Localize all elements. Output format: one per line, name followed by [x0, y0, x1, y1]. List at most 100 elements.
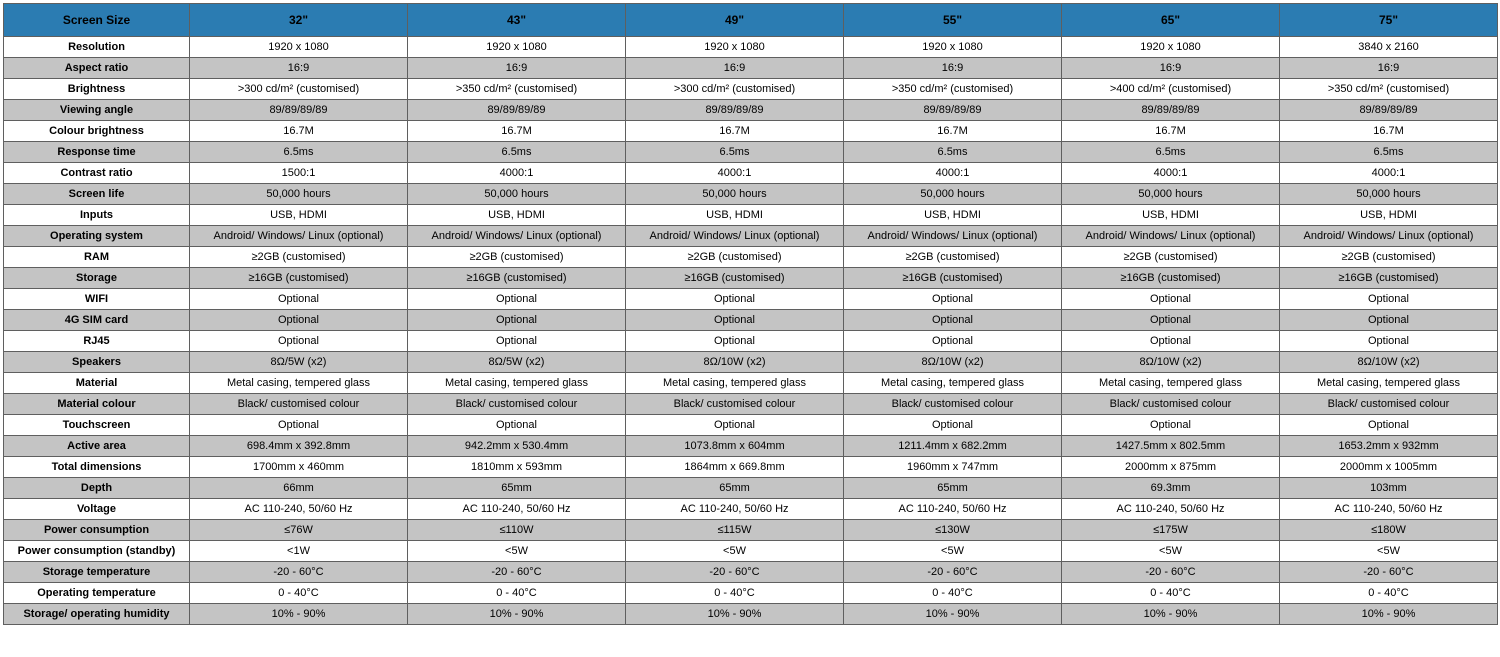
table-cell: 8Ω/10W (x2) — [1279, 351, 1498, 373]
row-label: Inputs — [3, 204, 190, 226]
table-cell: USB, HDMI — [1061, 204, 1280, 226]
table-cell: 6.5ms — [407, 141, 626, 163]
table-cell: 8Ω/10W (x2) — [1061, 351, 1280, 373]
table-cell: <5W — [625, 540, 844, 562]
table-cell: 50,000 hours — [1279, 183, 1498, 205]
table-cell: 942.2mm x 530.4mm — [407, 435, 626, 457]
table-cell: Optional — [1061, 414, 1280, 436]
table-cell: ≥16GB (customised) — [843, 267, 1062, 289]
table-cell: Android/ Windows/ Linux (optional) — [625, 225, 844, 247]
table-cell: 0 - 40°C — [407, 582, 626, 604]
table-cell: USB, HDMI — [843, 204, 1062, 226]
table-cell: Metal casing, tempered glass — [1061, 372, 1280, 394]
table-cell: 8Ω/5W (x2) — [189, 351, 408, 373]
row-label: 4G SIM card — [3, 309, 190, 331]
table-cell: ≥2GB (customised) — [407, 246, 626, 268]
table-cell: 10% - 90% — [189, 603, 408, 625]
row-label: RAM — [3, 246, 190, 268]
table-cell: 6.5ms — [189, 141, 408, 163]
table-cell: 16.7M — [625, 120, 844, 142]
table-cell: ≤110W — [407, 519, 626, 541]
table-cell: 69.3mm — [1061, 477, 1280, 499]
table-cell: >300 cd/m² (customised) — [625, 78, 844, 100]
table-cell: Optional — [1061, 330, 1280, 352]
table-cell: 16:9 — [407, 57, 626, 79]
table-cell: 16:9 — [189, 57, 408, 79]
table-cell: >400 cd/m² (customised) — [1061, 78, 1280, 100]
table-cell: ≤115W — [625, 519, 844, 541]
header-screen-size: Screen Size — [3, 3, 190, 37]
table-cell: ≥2GB (customised) — [1061, 246, 1280, 268]
table-cell: 16:9 — [625, 57, 844, 79]
table-cell: Metal casing, tempered glass — [1279, 372, 1498, 394]
table-cell: 698.4mm x 392.8mm — [189, 435, 408, 457]
row-label: Colour brightness — [3, 120, 190, 142]
table-row: Active area 698.4mm x 392.8mm 942.2mm x 53… — [3, 435, 1498, 457]
table-cell: Optional — [189, 288, 408, 310]
table-cell: 1960mm x 747mm — [843, 456, 1062, 478]
table-cell: 8Ω/10W (x2) — [625, 351, 844, 373]
table-cell: 16.7M — [843, 120, 1062, 142]
row-label: Screen life — [3, 183, 190, 205]
table-cell: USB, HDMI — [407, 204, 626, 226]
table-cell: 2000mm x 875mm — [1061, 456, 1280, 478]
table-cell: 4000:1 — [1279, 162, 1498, 184]
row-label: Depth — [3, 477, 190, 499]
table-cell: ≥16GB (customised) — [625, 267, 844, 289]
table-row: Viewing angle 89/89/89/89 89/89/89/89 89/89… — [3, 99, 1498, 121]
table-cell: 4000:1 — [1061, 162, 1280, 184]
table-row: Contrast ratio 1500:1 4000:1 4000:1 4000:1 40… — [3, 162, 1498, 184]
table-cell: 16.7M — [407, 120, 626, 142]
table-cell: 16:9 — [843, 57, 1062, 79]
table-cell: ≥2GB (customised) — [189, 246, 408, 268]
row-label: Storage — [3, 267, 190, 289]
table-cell: 50,000 hours — [189, 183, 408, 205]
row-label: Operating temperature — [3, 582, 190, 604]
table-row: Power consumption ≤76W ≤110W ≤115W ≤130W ≤175… — [3, 519, 1498, 541]
row-label: Operating system — [3, 225, 190, 247]
table-cell: Android/ Windows/ Linux (optional) — [189, 225, 408, 247]
table-cell: 89/89/89/89 — [189, 99, 408, 121]
table-cell: 0 - 40°C — [1061, 582, 1280, 604]
table-cell: 65mm — [625, 477, 844, 499]
table-cell: ≥2GB (customised) — [625, 246, 844, 268]
table-cell: -20 - 60°C — [625, 561, 844, 583]
table-cell: <1W — [189, 540, 408, 562]
row-label: Touchscreen — [3, 414, 190, 436]
table-cell: Black/ customised colour — [1279, 393, 1498, 415]
table-row: Speakers 8Ω/5W (x2) 8Ω/5W (x2) 8Ω/10W (x2) 8… — [3, 351, 1498, 373]
table-cell: 1920 x 1080 — [189, 36, 408, 58]
table-cell: ≥2GB (customised) — [843, 246, 1062, 268]
table-row: Colour brightness 16.7M 16.7M 16.7M 16.7M 16.… — [3, 120, 1498, 142]
table-cell: 50,000 hours — [1061, 183, 1280, 205]
table-row: Response time 6.5ms 6.5ms 6.5ms 6.5ms 6.5ms 6.… — [3, 141, 1498, 163]
header-row: Screen Size 32" 43" 49" 55" 65" 75" — [3, 3, 1498, 37]
table-row: Resolution 1920 x 1080 1920 x 1080 1920 x 1… — [3, 36, 1498, 58]
table-cell: ≤180W — [1279, 519, 1498, 541]
table-cell: 6.5ms — [843, 141, 1062, 163]
table-cell: ≥16GB (customised) — [1279, 267, 1498, 289]
table-cell: Optional — [843, 309, 1062, 331]
table-cell: ≥16GB (customised) — [407, 267, 626, 289]
table-cell: 1920 x 1080 — [625, 36, 844, 58]
table-cell: 65mm — [843, 477, 1062, 499]
table-cell: 0 - 40°C — [189, 582, 408, 604]
table-cell: 1920 x 1080 — [407, 36, 626, 58]
table-cell: 16.7M — [1279, 120, 1498, 142]
table-cell: USB, HDMI — [1279, 204, 1498, 226]
table-cell: ≤76W — [189, 519, 408, 541]
row-label: Brightness — [3, 78, 190, 100]
table-cell: Optional — [1279, 309, 1498, 331]
table-row: Brightness >300 cd/m² (customised) >350 cd… — [3, 78, 1498, 100]
table-row: Total dimensions 1700mm x 460mm 1810mm x 5… — [3, 456, 1498, 478]
table-row: Voltage AC 110-240, 50/60 Hz AC 110-240, 5… — [3, 498, 1498, 520]
table-cell: 50,000 hours — [407, 183, 626, 205]
table-cell: 6.5ms — [625, 141, 844, 163]
table-cell: 0 - 40°C — [843, 582, 1062, 604]
row-label: Speakers — [3, 351, 190, 373]
table-cell: Android/ Windows/ Linux (optional) — [1279, 225, 1498, 247]
table-cell: Optional — [1061, 309, 1280, 331]
table-cell: Optional — [1279, 288, 1498, 310]
table-cell: Metal casing, tempered glass — [843, 372, 1062, 394]
table-cell: Black/ customised colour — [625, 393, 844, 415]
